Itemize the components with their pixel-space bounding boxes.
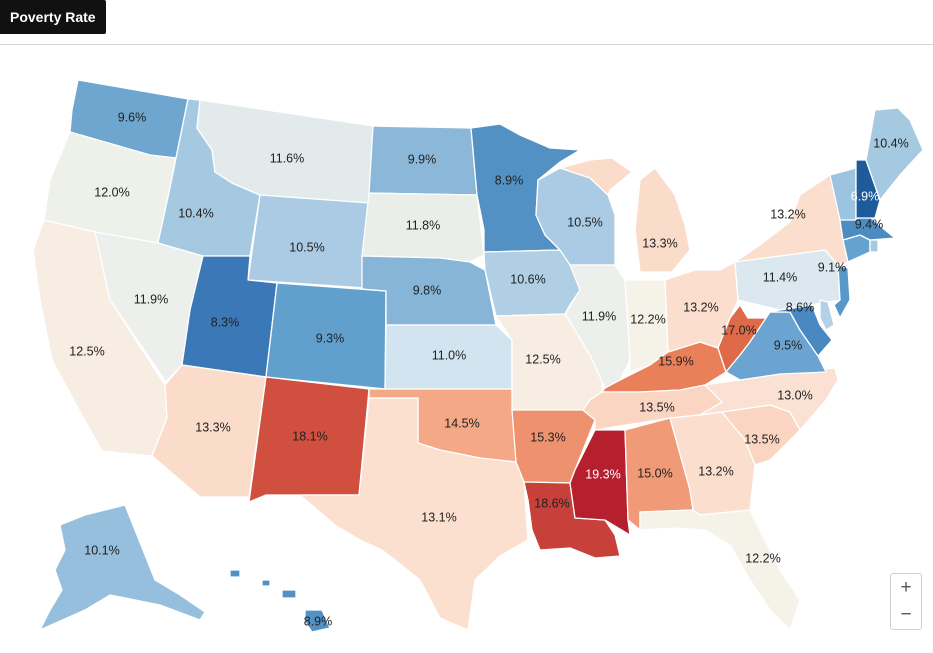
state-fl[interactable]	[639, 509, 801, 631]
state-vt[interactable]	[829, 167, 857, 221]
state-mi[interactable]	[559, 157, 691, 273]
header-divider	[0, 44, 933, 45]
state-nh[interactable]	[855, 159, 881, 219]
state-ri[interactable]	[869, 239, 879, 253]
zoom-in-button[interactable]: +	[890, 573, 922, 603]
state-wy[interactable]	[247, 194, 370, 289]
state-co[interactable]	[265, 282, 387, 390]
state-hi[interactable]	[229, 569, 331, 633]
state-nj[interactable]	[833, 264, 851, 319]
state-md[interactable]	[769, 304, 833, 357]
state-nd[interactable]	[368, 125, 478, 196]
state-ak[interactable]	[39, 504, 206, 631]
state-tx[interactable]	[299, 397, 529, 631]
us-choropleth-map: 9.6%12.0%12.5%11.9%10.4%11.6%10.5%8.3%13…	[32, 79, 924, 633]
state-ks[interactable]	[384, 324, 513, 390]
map-title-tab[interactable]: Poverty Rate	[0, 0, 106, 34]
state-az[interactable]	[151, 364, 267, 498]
state-sd[interactable]	[361, 192, 485, 263]
state-me[interactable]	[865, 107, 924, 201]
zoom-out-button[interactable]: −	[890, 601, 922, 630]
state-de[interactable]	[819, 299, 835, 331]
state-ny[interactable]	[734, 174, 849, 266]
state-oh[interactable]	[664, 261, 739, 353]
state-ia[interactable]	[483, 249, 581, 317]
state-ma[interactable]	[839, 216, 896, 241]
state-nm[interactable]	[248, 376, 370, 503]
